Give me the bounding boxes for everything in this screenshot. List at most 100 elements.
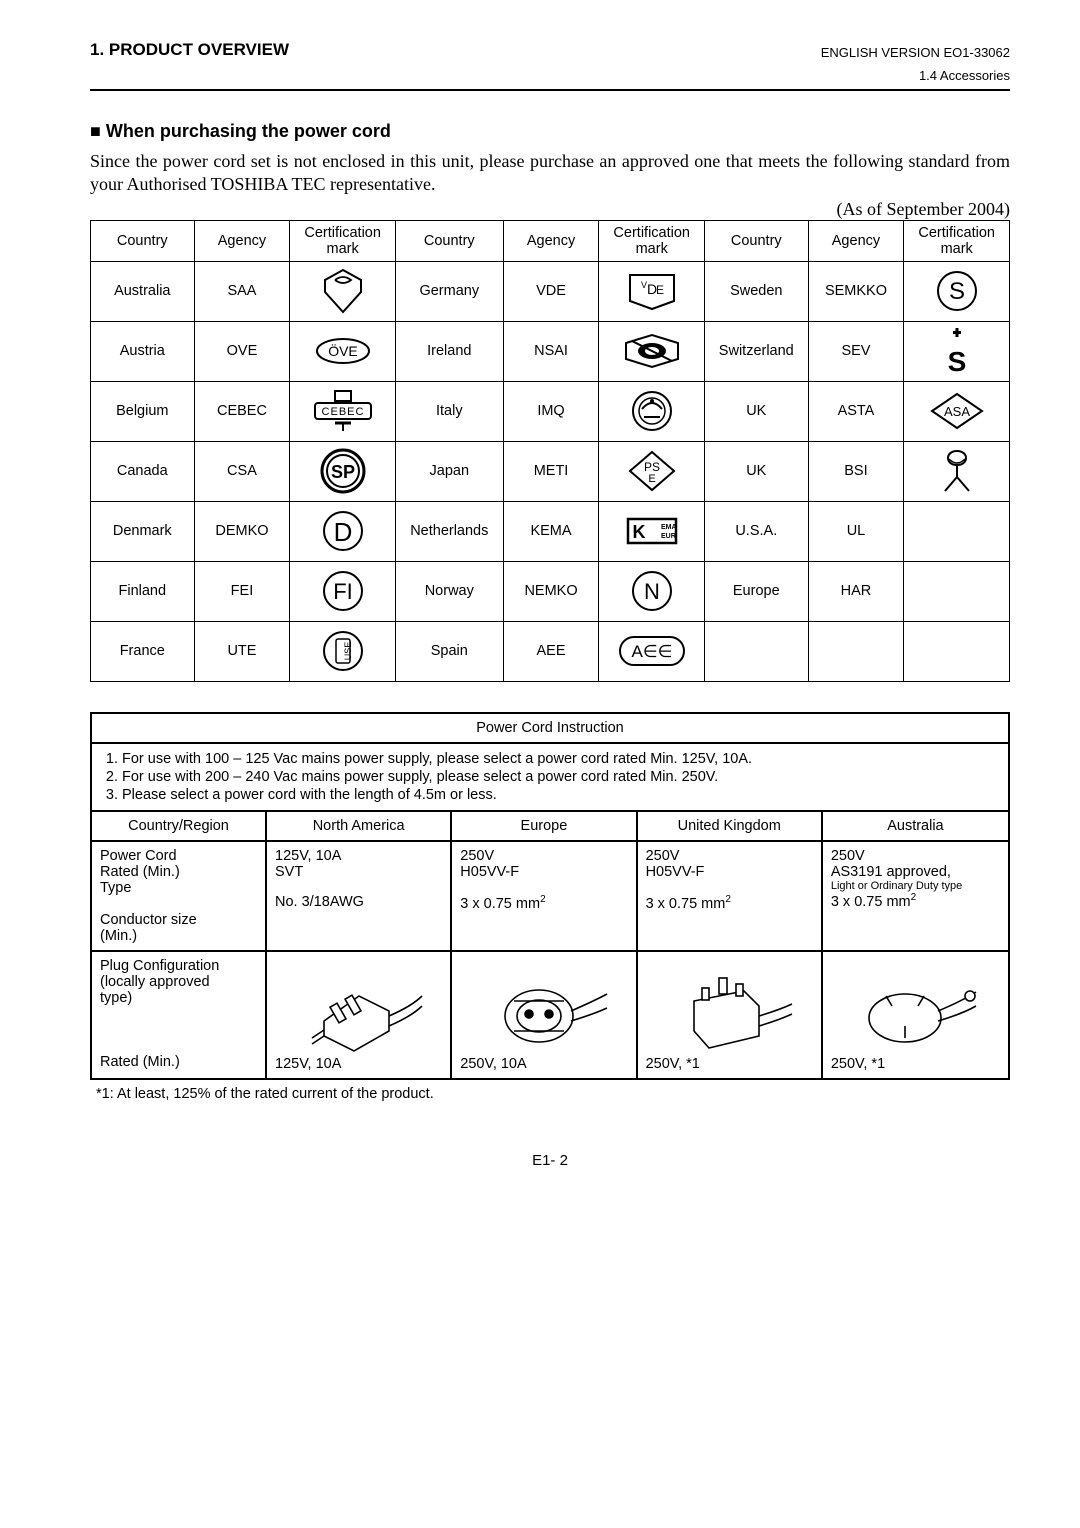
country-cell: UK xyxy=(705,381,809,441)
inst-list: For use with 100 – 125 Vac mains power s… xyxy=(91,743,1009,811)
inst-col-header: Country/Region North America Europe Unit… xyxy=(91,811,1009,841)
spec-na: 125V, 10A SVT No. 3/18AWG xyxy=(266,841,451,951)
svg-text:FI: FI xyxy=(333,579,353,604)
svg-text:A∈∈: A∈∈ xyxy=(631,642,672,661)
country-cell: Ireland xyxy=(395,321,503,381)
agency-cell: IMQ xyxy=(503,381,599,441)
plug-au: 250V, *1 xyxy=(822,951,1009,1079)
svg-text:E: E xyxy=(656,283,664,297)
header-sub: 1.4 Accessories xyxy=(90,68,1010,83)
na-type: SVT xyxy=(275,864,442,880)
svg-text:SP: SP xyxy=(331,462,355,482)
mark-ove-icon: ÖVE xyxy=(290,321,396,381)
svg-text:ASA: ASA xyxy=(944,404,970,419)
country-cell: Netherlands xyxy=(395,501,503,561)
mark-nemko-icon: N xyxy=(599,561,705,621)
agency-cell: NSAI xyxy=(503,321,599,381)
mark-ute-icon: USE xyxy=(290,621,396,681)
agency-cell: FEI xyxy=(194,561,290,621)
au-type2: Light or Ordinary Duty type xyxy=(831,880,1000,892)
th-uk: United Kingdom xyxy=(637,811,822,841)
page-number: E1- 2 xyxy=(90,1152,1010,1169)
plug-na-icon xyxy=(294,966,424,1056)
country-cell: Sweden xyxy=(705,261,809,321)
eu-type: H05VV-F xyxy=(460,864,627,880)
plug-eu-icon xyxy=(479,966,609,1056)
svg-text:S: S xyxy=(947,346,966,375)
mark-cebec-icon: CEBEC xyxy=(290,381,396,441)
spec-uk: 250V H05VV-F 3 x 0.75 mm2 xyxy=(637,841,822,951)
au-cond: 3 x 0.75 mm2 xyxy=(831,892,1000,910)
agency-table: Country Agency Certification mark Countr… xyxy=(90,220,1010,682)
uk-cond: 3 x 0.75 mm2 xyxy=(646,894,813,912)
svg-text:EUR: EUR xyxy=(661,533,676,540)
uk-type: H05VV-F xyxy=(646,864,813,880)
agency-cell: HAR xyxy=(808,561,904,621)
na-rated: 125V, 10A xyxy=(275,848,442,864)
plug-eu-rated: 250V, 10A xyxy=(460,1056,627,1072)
au-rated: 250V xyxy=(831,848,1000,864)
agency-cell: SEMKKO xyxy=(808,261,904,321)
table-row: France UTE USE Spain AEE A∈∈ xyxy=(91,621,1010,681)
country-cell: Norway xyxy=(395,561,503,621)
section-intro: Since the power cord set is not enclosed… xyxy=(90,150,1010,197)
country-cell: Denmark xyxy=(91,501,195,561)
mark-asta-icon: ASA xyxy=(904,381,1010,441)
agency-cell: CSA xyxy=(194,441,290,501)
agency-cell: BSI xyxy=(808,441,904,501)
uk-rated: 250V xyxy=(646,848,813,864)
th-country: Country xyxy=(705,220,809,261)
th-mark: Certification mark xyxy=(904,220,1010,261)
agency-cell: KEMA xyxy=(503,501,599,561)
svg-text:E: E xyxy=(648,473,655,485)
section-title: ■ When purchasing the power cord xyxy=(90,121,1010,142)
plug-uk-rated: 250V, *1 xyxy=(646,1056,813,1072)
agency-cell xyxy=(808,621,904,681)
agency-cell: SEV xyxy=(808,321,904,381)
svg-text:D: D xyxy=(333,517,352,547)
mark-csa-icon: SP xyxy=(290,441,396,501)
mark-demko-icon: D xyxy=(290,501,396,561)
country-cell: Belgium xyxy=(91,381,195,441)
inst-item: Please select a power cord with the leng… xyxy=(122,786,1000,804)
table-row: Canada CSA SP Japan METI PSE UK BSI xyxy=(91,441,1010,501)
country-cell: Switzerland xyxy=(705,321,809,381)
au-type: AS3191 approved, xyxy=(831,864,1000,880)
th-mark: Certification mark xyxy=(599,220,705,261)
agency-cell: UTE xyxy=(194,621,290,681)
na-cond: No. 3/18AWG xyxy=(275,894,442,910)
inst-item: For use with 100 – 125 Vac mains power s… xyxy=(122,750,1000,768)
th-agency: Agency xyxy=(194,220,290,261)
agency-cell: DEMKO xyxy=(194,501,290,561)
svg-text:K: K xyxy=(632,522,645,542)
table-row: Austria OVE ÖVE Ireland NSAI Switzerland… xyxy=(91,321,1010,381)
svg-text:CEBEC: CEBEC xyxy=(321,406,364,418)
header-right: ENGLISH VERSION EO1-33062 xyxy=(821,45,1010,60)
mark-bsi-icon xyxy=(904,441,1010,501)
plug-uk: 250V, *1 xyxy=(637,951,822,1079)
country-cell: Japan xyxy=(395,441,503,501)
agency-cell: NEMKO xyxy=(503,561,599,621)
mark-fei-icon: FI xyxy=(290,561,396,621)
svg-text:N: N xyxy=(644,579,660,604)
footnote: *1: At least, 125% of the rated current … xyxy=(96,1086,1010,1102)
inst-plug-row: Plug Configuration (locally approved typ… xyxy=(91,951,1009,1079)
mark-aee-icon: A∈∈ xyxy=(599,621,705,681)
eu-rated: 250V xyxy=(460,848,627,864)
agency-cell: ASTA xyxy=(808,381,904,441)
agency-cell: AEE xyxy=(503,621,599,681)
country-cell: Europe xyxy=(705,561,809,621)
mark-kema-icon: KEMAEUR xyxy=(599,501,705,561)
plug-uk-icon xyxy=(664,966,794,1056)
mark-meti-icon: PSE xyxy=(599,441,705,501)
bullet-icon: ■ xyxy=(90,121,101,141)
inst-title: Power Cord Instruction xyxy=(91,713,1009,743)
plug-au-rated: 250V, *1 xyxy=(831,1056,1000,1072)
country-cell: U.S.A. xyxy=(705,501,809,561)
mark-empty xyxy=(904,621,1010,681)
mark-semkko-icon: S xyxy=(904,261,1010,321)
country-cell: France xyxy=(91,621,195,681)
as-of-date: (As of September 2004) xyxy=(90,199,1010,220)
svg-text:USE: USE xyxy=(343,642,353,661)
th-region: Country/Region xyxy=(91,811,266,841)
